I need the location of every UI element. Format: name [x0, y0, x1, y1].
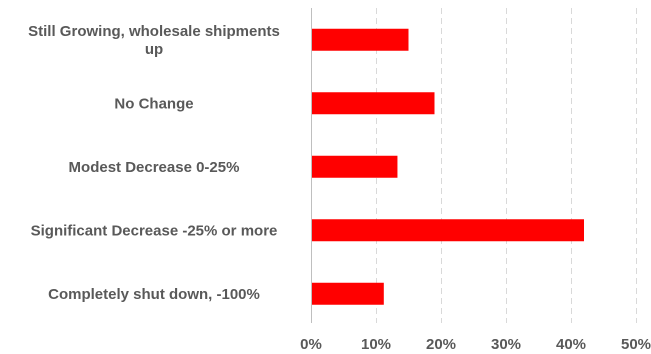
category-labels: Still Growing, wholesale shipments up No C… [28, 23, 280, 303]
gridlines [376, 8, 637, 323]
x-tick-label: 40% [556, 336, 586, 353]
bar [311, 28, 409, 51]
x-tick-labels: 0% 10% 20% 30% 40% 50% [300, 336, 651, 353]
category-label: Still Growing, wholesale shipments up [28, 23, 280, 58]
bar [311, 92, 435, 115]
category-label: Significant Decrease -25% or more [31, 222, 278, 239]
x-tick-label: 0% [300, 336, 322, 353]
x-tick-label: 30% [491, 336, 521, 353]
x-tick-label: 20% [426, 336, 456, 353]
bar [311, 155, 398, 178]
bar [311, 219, 584, 242]
x-tick-label: 50% [621, 336, 651, 353]
category-label: Modest Decrease 0-25% [69, 159, 240, 176]
bars [311, 28, 584, 305]
bar [311, 282, 384, 305]
category-label: No Change [114, 95, 193, 112]
x-tick-label: 10% [361, 336, 391, 353]
category-label: Completely shut down, -100% [48, 286, 260, 303]
